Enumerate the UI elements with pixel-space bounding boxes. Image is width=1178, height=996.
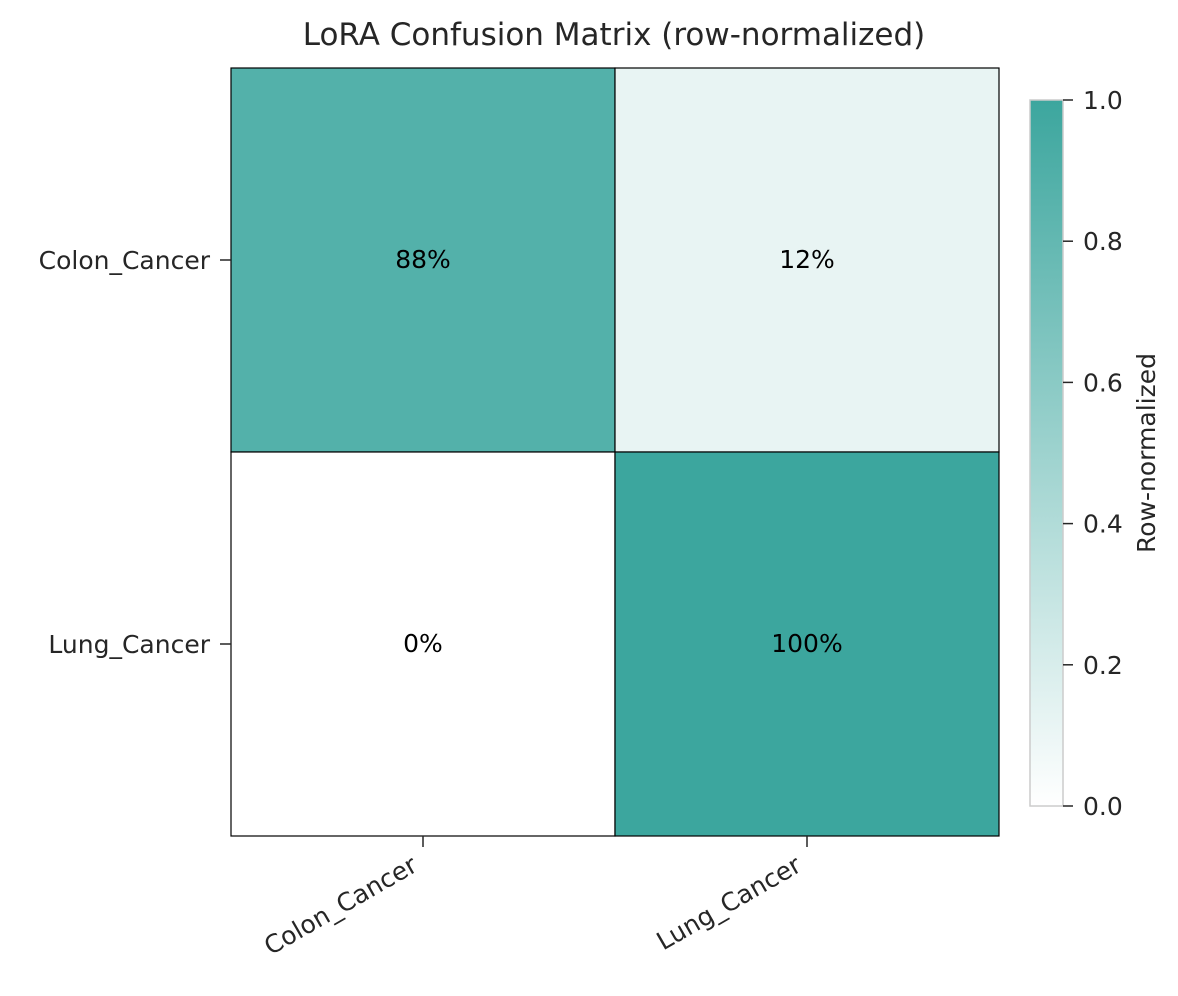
cell-value-label: 88% — [395, 245, 451, 274]
colorbar-label: Row-normalized — [1132, 353, 1161, 553]
colorbar-tick-label: 0.2 — [1083, 651, 1123, 680]
colorbar-tick-label: 1.0 — [1083, 86, 1123, 115]
y-tick-label: Lung_Cancer — [48, 630, 210, 659]
cell-value-label: 100% — [771, 629, 842, 658]
colorbar-tick-label: 0.8 — [1083, 227, 1123, 256]
heatmap-cells: 88% 12% 0% 100% — [230, 67, 1000, 837]
y-axis: Colon_Cancer Lung_Cancer — [39, 246, 231, 659]
cell-value-label: 0% — [403, 629, 443, 658]
colorbar-ticks: 0.0 0.2 0.4 0.6 0.8 1.0 — [1063, 86, 1123, 821]
y-tick-label: Colon_Cancer — [39, 246, 211, 275]
heatmap-cell — [230, 67, 616, 453]
colorbar-tick-label: 0.0 — [1083, 792, 1123, 821]
heatmap-cell — [614, 451, 1000, 837]
colorbar-tick-label: 0.6 — [1083, 368, 1123, 397]
colorbar-gradient — [1029, 99, 1064, 807]
x-axis: Colon_Cancer Lung_Cancer — [259, 836, 808, 961]
cell-value-label: 12% — [779, 245, 835, 274]
colorbar-tick-label: 0.4 — [1083, 510, 1123, 539]
x-tick-label: Colon_Cancer — [259, 850, 423, 961]
heatmap-cell — [614, 67, 1000, 453]
heatmap-cell — [230, 451, 616, 837]
colorbar: 0.0 0.2 0.4 0.6 0.8 1.0 Row-normalized — [1029, 86, 1161, 821]
x-tick-label: Lung_Cancer — [652, 850, 807, 956]
chart-title: LoRA Confusion Matrix (row-normalized) — [303, 17, 926, 53]
